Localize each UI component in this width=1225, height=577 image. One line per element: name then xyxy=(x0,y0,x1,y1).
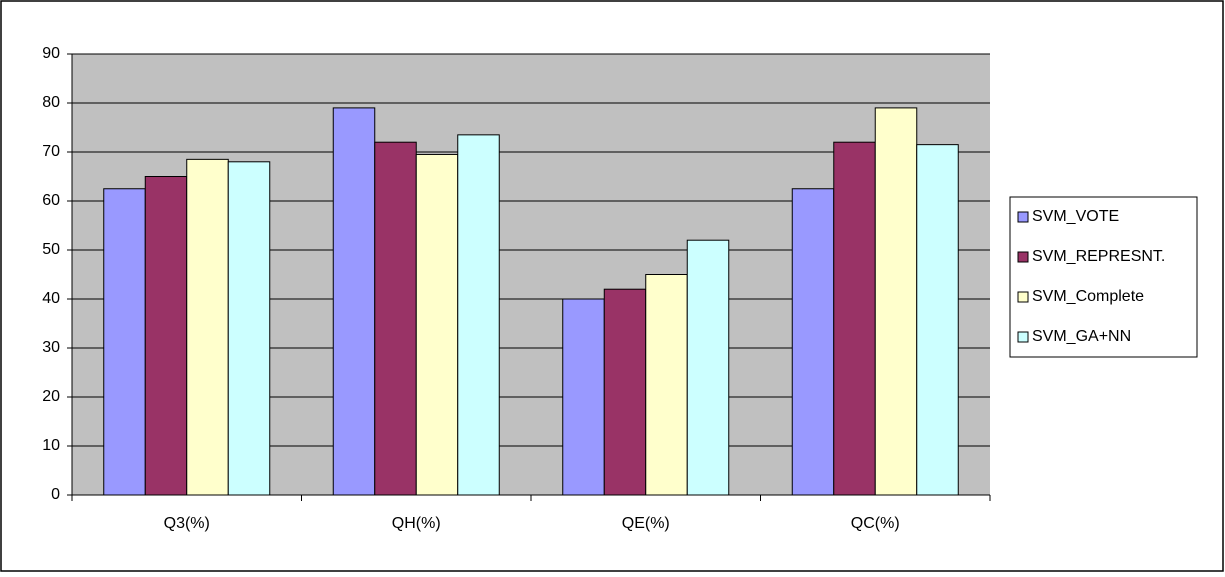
bar xyxy=(227,161,271,496)
bar xyxy=(332,107,376,496)
bar xyxy=(103,188,146,496)
y-tick-label: 0 xyxy=(51,486,60,503)
y-tick-label: 60 xyxy=(42,192,60,209)
bar xyxy=(833,141,876,496)
legend-swatch xyxy=(1017,291,1029,303)
legend-label: SVM_Complete xyxy=(1032,288,1144,305)
x-tick-label: QE(%) xyxy=(622,515,670,532)
bar xyxy=(457,134,500,496)
bar xyxy=(603,288,647,496)
legend-label: SVM_VOTE xyxy=(1032,208,1119,225)
legend-box xyxy=(1009,196,1198,358)
y-tick-label: 10 xyxy=(42,437,60,454)
y-tick-label: 50 xyxy=(42,241,60,258)
legend-swatch xyxy=(1017,251,1029,263)
y-tick-label: 70 xyxy=(42,143,60,160)
bar xyxy=(186,158,229,496)
legend-swatch xyxy=(1017,331,1029,343)
y-tick-label: 90 xyxy=(42,45,60,62)
x-tick-label: QC(%) xyxy=(851,515,900,532)
bar xyxy=(562,298,605,496)
x-tick-label: QH(%) xyxy=(392,515,441,532)
bar xyxy=(415,153,459,496)
y-tick-label: 80 xyxy=(42,94,60,111)
bar xyxy=(874,107,918,496)
legend-label: SVM_GA+NN xyxy=(1032,328,1131,345)
y-tick-label: 40 xyxy=(42,290,60,307)
y-tick-label: 30 xyxy=(42,339,60,356)
y-tick-label: 20 xyxy=(42,388,60,405)
x-tick-label: Q3(%) xyxy=(164,515,210,532)
bar xyxy=(686,239,730,496)
bar xyxy=(791,188,835,496)
bar xyxy=(916,144,959,496)
bar xyxy=(374,141,417,496)
bar xyxy=(144,176,188,496)
legend-label: SVM_REPRESNT. xyxy=(1032,248,1165,265)
legend-swatch xyxy=(1017,211,1029,223)
bar xyxy=(645,274,688,496)
